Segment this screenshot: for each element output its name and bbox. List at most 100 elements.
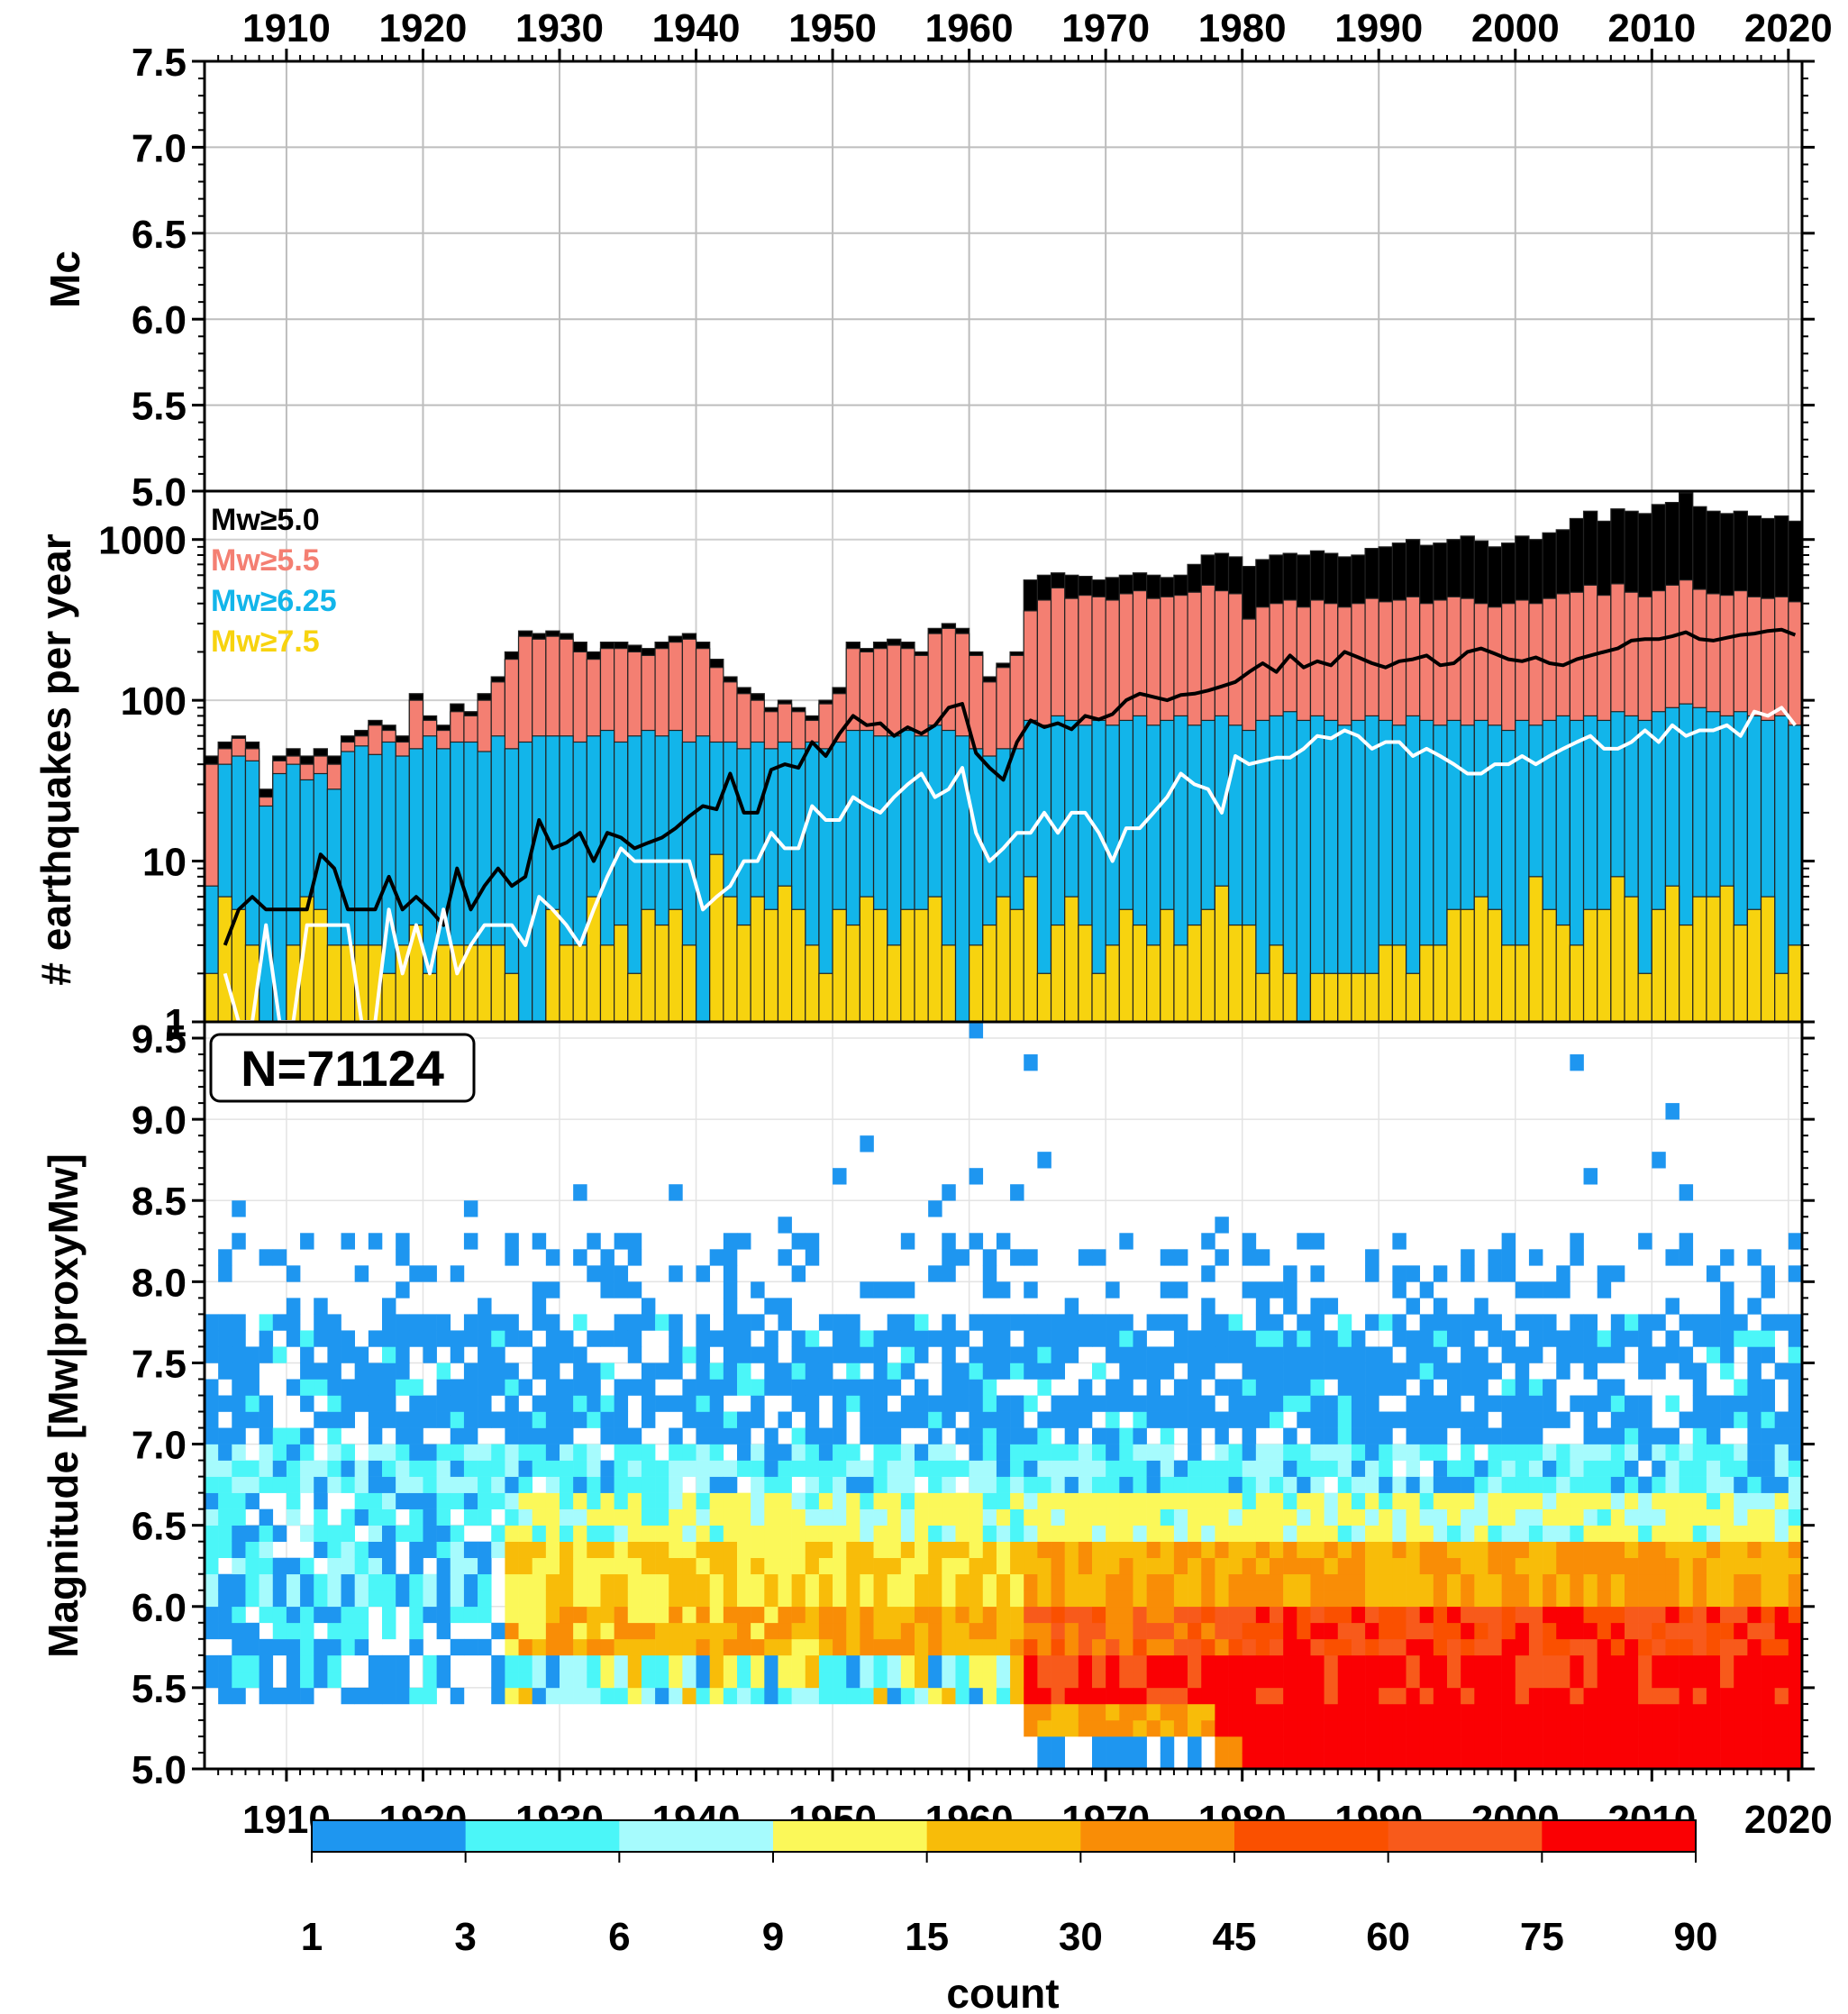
heatmap-cell: [1543, 1752, 1557, 1770]
heatmap-cell: [900, 1460, 915, 1477]
heatmap-cell: [1706, 1752, 1721, 1770]
heatmap-cell: [928, 1573, 942, 1591]
heatmap-cell: [1501, 1687, 1516, 1705]
heatmap-cell: [314, 1590, 328, 1608]
heatmap-cell: [1528, 1411, 1543, 1428]
heatmap-cell: [928, 1687, 942, 1705]
heatmap-cell: [1515, 1573, 1530, 1591]
heatmap-cell: [1652, 1362, 1666, 1380]
heatmap-cell: [1037, 1541, 1051, 1559]
heatmap-cell: [942, 1508, 956, 1526]
heatmap-cell: [955, 1525, 970, 1542]
heatmap-cell: [627, 1671, 642, 1689]
heatmap-cell: [491, 1346, 505, 1363]
heatmap-cell: [614, 1606, 629, 1624]
heatmap-cell: [1228, 1330, 1243, 1347]
heatmap-cell: [286, 1654, 301, 1672]
heatmap-cell: [1173, 1476, 1188, 1493]
heatmap-cell: [478, 1346, 492, 1363]
heatmap-cell: [614, 1671, 629, 1689]
heatmap-cell: [1638, 1752, 1652, 1770]
heatmap-cell: [505, 1427, 519, 1444]
heatmap-cell: [669, 1427, 683, 1444]
heatmap-cell: [518, 1687, 533, 1705]
heatmap-cell: [1283, 1362, 1297, 1380]
heatmap-cell: [1283, 1703, 1297, 1721]
heatmap-cell: [450, 1638, 465, 1656]
colorbar-tick-label: 9: [762, 1915, 784, 1959]
heatmap-cell: [1133, 1687, 1147, 1705]
heatmap-cell: [1215, 1687, 1229, 1705]
heatmap-cell: [1543, 1460, 1557, 1477]
heatmap-cell: [423, 1654, 437, 1672]
heatmap-cell: [560, 1427, 574, 1444]
heatmap-cell: [1064, 1314, 1079, 1331]
heatmap-cell: [1447, 1654, 1461, 1672]
heatmap-cell: [1324, 1590, 1339, 1608]
heatmap-cell: [1679, 1444, 1694, 1461]
heatmap-cell: [1501, 1719, 1516, 1737]
heatmap-cell: [587, 1444, 601, 1461]
heatmap-cell: [723, 1687, 738, 1705]
heatmap-cell: [709, 1492, 724, 1509]
heatmap-cell: [1297, 1379, 1311, 1396]
heatmap-cell: [860, 1590, 874, 1608]
heatmap-cell: [655, 1573, 669, 1591]
heatmap-cell: [955, 1622, 970, 1640]
heatmap-cell: [1652, 1444, 1666, 1461]
heatmap-cell: [1064, 1525, 1079, 1542]
heatmap-cell: [327, 1654, 341, 1672]
heatmap-cell: [505, 1573, 519, 1591]
heatmap-cell: [996, 1606, 1011, 1624]
heatmap-cell: [1501, 1346, 1516, 1363]
heatmap-cell: [969, 1346, 984, 1363]
heatmap-cell: [1692, 1492, 1707, 1509]
heatmap-cell: [1406, 1460, 1420, 1477]
heatmap-cell: [341, 1525, 355, 1542]
heatmap-cell: [1351, 1395, 1366, 1412]
heatmap-cell: [887, 1622, 902, 1640]
heatmap-cell: [723, 1654, 738, 1672]
heatmap-cell: [1788, 1427, 1803, 1444]
colorbar-tick-label: 6: [608, 1915, 630, 1959]
heatmap-cell: [1419, 1606, 1434, 1624]
heatmap-cell: [1665, 1671, 1680, 1689]
heatmap-cell: [1610, 1492, 1625, 1509]
heatmap-cell: [1570, 1395, 1584, 1412]
heatmap-cell: [1215, 1719, 1229, 1737]
heatmap-cell: [627, 1573, 642, 1591]
heatmap-cell: [1242, 1460, 1257, 1477]
heatmap-cell: [1024, 1606, 1038, 1624]
heatmap-cell: [1365, 1671, 1379, 1689]
heatmap-cell: [1583, 1427, 1598, 1444]
heatmap-cell: [1365, 1573, 1379, 1591]
heatmap-cell: [1297, 1606, 1311, 1624]
heatmap-cell: [1747, 1541, 1762, 1559]
heatmap-cell: [259, 1573, 274, 1591]
heatmap-cell: [478, 1492, 492, 1509]
heatmap-cell: [545, 1492, 560, 1509]
heatmap-cell: [996, 1444, 1011, 1461]
heatmap-cell: [1406, 1557, 1420, 1575]
heatmap-cell: [1228, 1525, 1243, 1542]
magnitude-axis: 5.05.56.06.57.07.58.08.59.09.5: [132, 1017, 187, 1792]
heatmap-cell: [641, 1298, 656, 1315]
heatmap-cell: [1379, 1411, 1393, 1428]
heatmap-cell: [1597, 1573, 1612, 1591]
heatmap-cell: [1297, 1346, 1311, 1363]
heatmap-cell: [423, 1492, 437, 1509]
heatmap-cell: [723, 1590, 738, 1608]
heatmap-cell: [805, 1622, 820, 1640]
heatmap-cell: [982, 1346, 997, 1363]
heatmap-cell: [1392, 1281, 1406, 1299]
heatmap-cell: [1337, 1752, 1352, 1770]
heatmap-cell: [818, 1638, 833, 1656]
heatmap-cell: [1433, 1362, 1448, 1380]
heatmap-cell: [1734, 1752, 1748, 1770]
heatmap-cell: [1392, 1411, 1406, 1428]
heatmap-cell: [1392, 1557, 1406, 1575]
heatmap-cell: [1146, 1460, 1161, 1477]
heatmap-cell: [1488, 1395, 1502, 1412]
heatmap-cell: [341, 1508, 355, 1526]
heatmap-cell: [969, 1525, 984, 1542]
